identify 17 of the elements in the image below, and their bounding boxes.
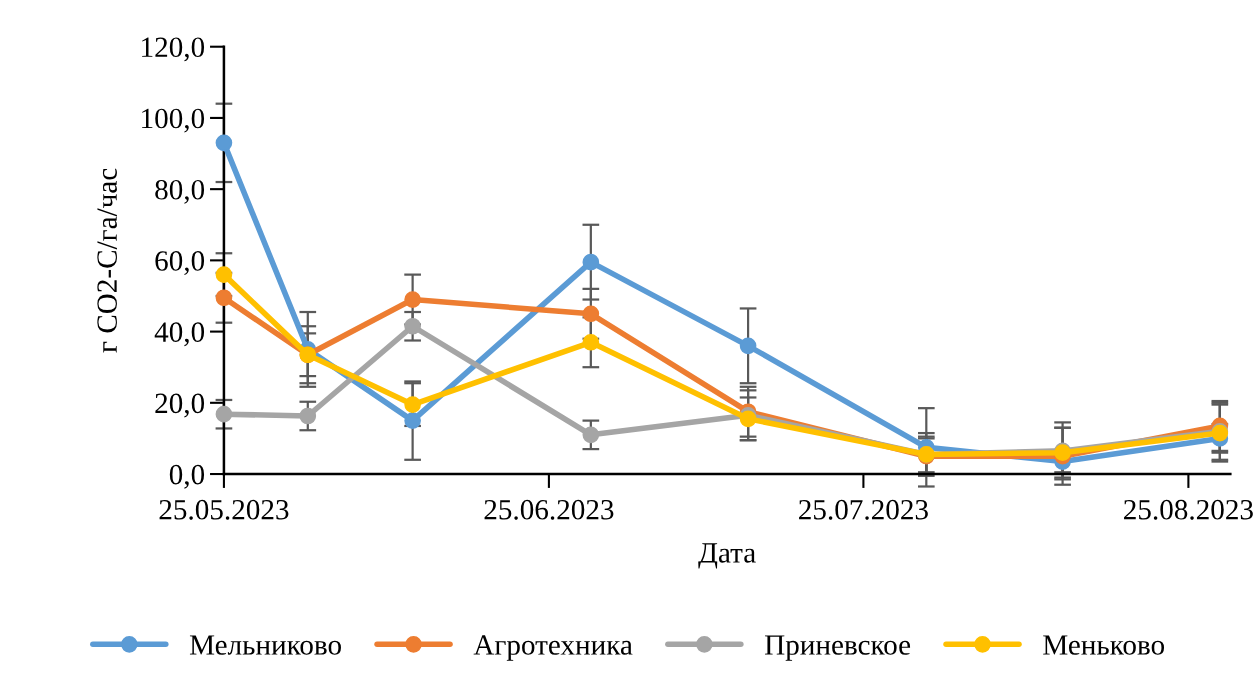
x-tick-label: 25.05.2023 (159, 499, 289, 520)
y-tick-label: 0,0 (169, 464, 205, 489)
y-tick-label: 100,0 (142, 108, 205, 133)
y-tick-label: 80,0 (155, 179, 205, 204)
y-tick-label: 120,0 (142, 37, 205, 62)
x-tick-label: 25.07.2023 (799, 499, 928, 520)
legend-label: Мельниково (189, 635, 341, 655)
y-tick-label: 40,0 (154, 322, 205, 347)
x-axis-title: Дата (698, 543, 756, 569)
x-tick-label: 25.08.2023 (1124, 499, 1253, 520)
x-tick-label: 25.06.2023 (484, 499, 614, 520)
legend-label: Меньково (1043, 635, 1165, 655)
legend-label: Приневское (764, 635, 911, 661)
y-tick-label: 60,0 (155, 251, 205, 275)
legend-label: Агротехника (473, 635, 633, 661)
y-axis-title: г CO2-C/га/час (97, 168, 117, 353)
y-tick-label: 20,0 (155, 393, 205, 418)
